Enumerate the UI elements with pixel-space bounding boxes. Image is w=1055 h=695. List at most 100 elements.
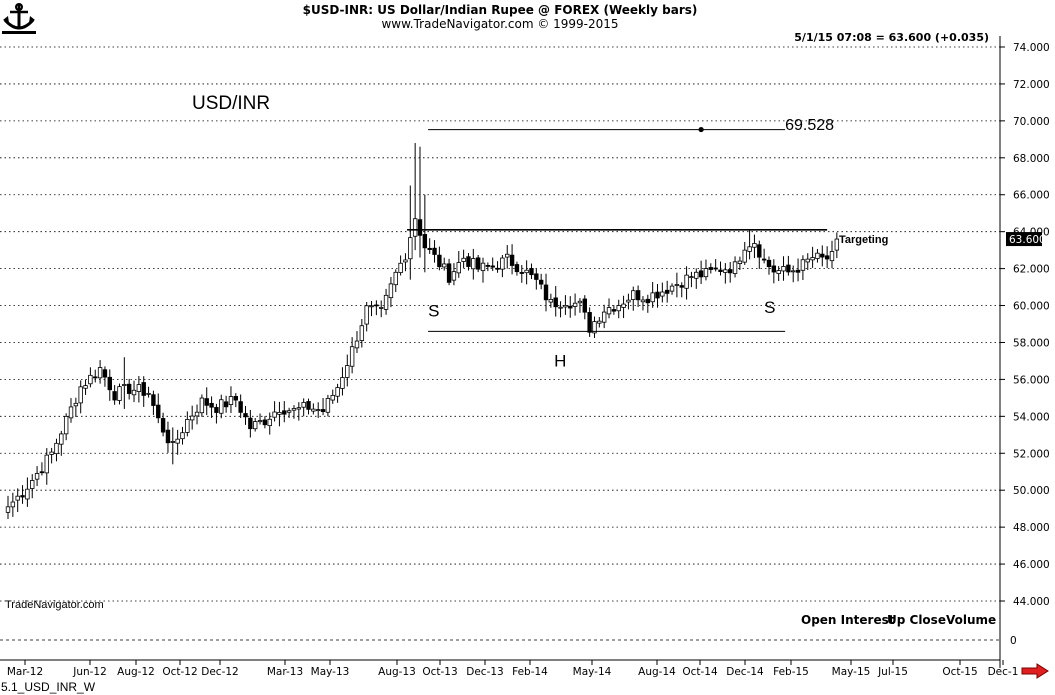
- candle-body: [393, 271, 398, 286]
- candle: [165, 421, 171, 453]
- candle-body: [606, 307, 612, 315]
- y-tick-label: 50.000: [1013, 485, 1050, 497]
- candle: [282, 401, 287, 423]
- candle: [626, 293, 631, 310]
- candle: [10, 492, 16, 517]
- candle: [543, 273, 549, 312]
- candle: [379, 300, 384, 318]
- candle-body: [548, 299, 554, 303]
- x-tick-label: Dec-14: [726, 666, 764, 678]
- y-tick-label: 48.000: [1013, 522, 1050, 534]
- y-tick-label: 62.000: [1013, 264, 1050, 276]
- candle-body: [316, 409, 321, 412]
- candle: [645, 294, 651, 313]
- candle: [170, 427, 175, 465]
- candle: [209, 396, 214, 418]
- candle-body: [78, 386, 83, 404]
- candle-body: [291, 408, 297, 411]
- candle-body: [509, 254, 515, 266]
- candle-body: [529, 268, 534, 276]
- candle: [728, 262, 733, 283]
- candle-body: [713, 267, 718, 270]
- candle-body: [437, 254, 442, 268]
- candle: [747, 229, 752, 260]
- candle: [635, 285, 641, 307]
- candle-body: [781, 266, 786, 272]
- candle: [587, 307, 592, 337]
- candle-body: [553, 297, 558, 308]
- candle: [674, 272, 680, 298]
- candle: [485, 262, 491, 272]
- candle: [781, 256, 786, 281]
- candle-body: [252, 421, 258, 430]
- candle-body: [30, 480, 35, 489]
- indicator-volume[interactable]: Volume: [946, 613, 997, 627]
- candle-body: [757, 244, 762, 258]
- candle-body: [723, 269, 728, 273]
- candle: [374, 300, 379, 316]
- candle-body: [582, 298, 587, 313]
- x-tick-label: May-14: [573, 666, 612, 678]
- candle-body: [204, 398, 209, 406]
- candle-body: [742, 249, 747, 263]
- right-arrow-icon[interactable]: [1021, 663, 1049, 679]
- candle-body: [456, 262, 461, 274]
- candle-body: [524, 269, 529, 274]
- candle-body: [446, 263, 452, 283]
- x-tick-label: May-13: [311, 666, 350, 678]
- candle: [660, 282, 665, 303]
- candle-body: [39, 471, 45, 474]
- candle: [354, 331, 360, 353]
- candle-body: [718, 269, 723, 272]
- annotation-label: Targeting: [839, 234, 888, 246]
- candle-body: [568, 305, 573, 309]
- candle-body: [301, 402, 306, 408]
- candle: [151, 390, 156, 415]
- candle-body: [117, 386, 122, 401]
- candle: [175, 429, 180, 455]
- annotation-label: H: [554, 351, 566, 370]
- candle-body: [519, 272, 524, 274]
- candle-body: [669, 285, 675, 292]
- candle-body: [112, 391, 117, 401]
- candle: [810, 246, 815, 268]
- candle: [83, 379, 88, 395]
- y-tick-label: 70.000: [1013, 116, 1050, 128]
- candle: [592, 316, 597, 338]
- indicator-up-close[interactable]: Up Close: [887, 613, 946, 627]
- candle-body: [34, 473, 40, 480]
- candle: [766, 256, 772, 275]
- candle: [403, 253, 408, 272]
- candle: [131, 380, 137, 403]
- candle-body: [684, 274, 689, 289]
- candle: [442, 257, 447, 271]
- candle-body: [786, 264, 791, 273]
- candle: [117, 383, 122, 405]
- candle: [606, 298, 612, 319]
- candle-body: [272, 411, 277, 418]
- candle: [708, 263, 714, 274]
- x-tick-label: Aug-12: [117, 666, 155, 678]
- indicator-open-interest[interactable]: Open Interest: [801, 613, 895, 627]
- candle: [475, 255, 481, 273]
- candle: [340, 367, 345, 396]
- y-tick-label: 54.000: [1013, 411, 1050, 423]
- chart-file-label: 5.1_USD_INR_W: [1, 680, 96, 694]
- candle-body: [408, 237, 413, 260]
- candle-body: [732, 261, 738, 274]
- candle-body: [480, 262, 486, 272]
- candle-body: [262, 419, 268, 426]
- candle: [480, 257, 486, 283]
- candle-body: [412, 218, 418, 237]
- candle: [412, 143, 418, 251]
- candle-body: [432, 247, 437, 255]
- candle-body: [379, 307, 384, 309]
- candle: [78, 380, 83, 414]
- candle-body: [616, 305, 621, 312]
- x-tick-label: Dec-13: [466, 666, 503, 678]
- candle-body: [25, 488, 30, 500]
- candle-body: [364, 305, 369, 325]
- candle-body: [54, 442, 59, 455]
- candle: [214, 403, 219, 424]
